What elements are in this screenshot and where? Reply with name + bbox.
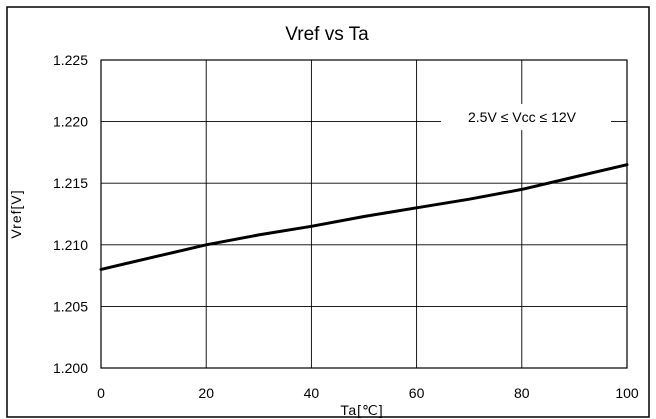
- outer-frame: [6, 6, 650, 418]
- y-tick-label: 1.215: [53, 175, 88, 191]
- y-tick-label: 1.220: [53, 114, 88, 130]
- y-tick-labels: 1.200 1.205 1.210 1.215 1.220 1.225: [53, 52, 88, 376]
- x-tick-label: 0: [97, 385, 105, 401]
- vref-series-line: [99, 163, 629, 271]
- x-tick-label: 40: [304, 385, 320, 401]
- y-tick-label: 1.210: [53, 237, 88, 253]
- vcc-range-annotation: 2.5V ≤ Vcc ≤ 12V: [468, 109, 577, 125]
- series-layer: [99, 163, 629, 271]
- x-tick-label: 60: [409, 385, 425, 401]
- x-tick-label: 20: [198, 385, 214, 401]
- y-tick-label: 1.205: [53, 298, 88, 314]
- chart-title: Vref vs Ta: [285, 24, 369, 45]
- x-axis-label: Ta[℃]: [340, 402, 383, 418]
- y-axis-label: Vref[V]: [8, 189, 24, 238]
- annotation-background: [441, 104, 611, 130]
- y-tick-label: 1.225: [53, 52, 88, 68]
- x-tick-label: 100: [615, 385, 639, 401]
- plot-area-border: [100, 59, 628, 369]
- x-tick-label: 80: [514, 385, 530, 401]
- x-tick-labels: 0 20 40 60 80 100: [97, 385, 639, 401]
- y-tick-label: 1.200: [53, 360, 88, 376]
